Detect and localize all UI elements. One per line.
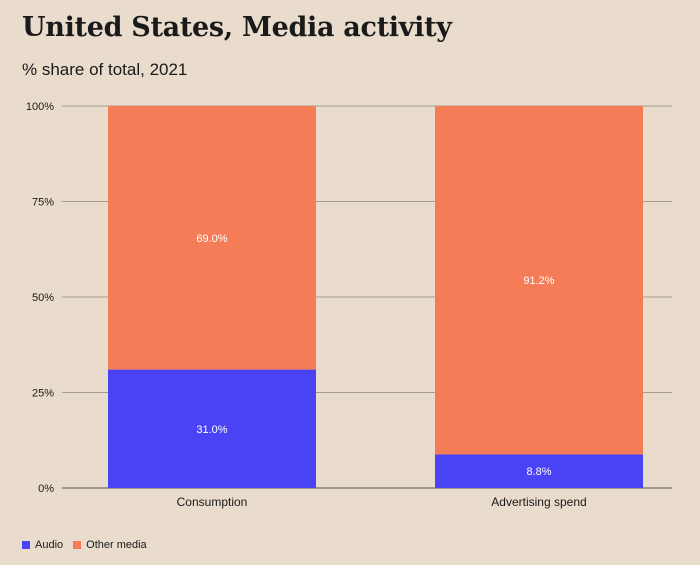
bar-segment xyxy=(435,454,643,488)
data-label: 8.8% xyxy=(526,466,551,478)
y-tick-label: 75% xyxy=(32,197,54,209)
legend-swatch-audio xyxy=(22,541,30,549)
x-tick-label: Advertising spend xyxy=(491,495,586,509)
legend-swatch-other-media xyxy=(73,541,82,549)
legend-label-audio: Audio xyxy=(35,539,64,551)
bar-segment xyxy=(108,369,316,488)
chart-plot: 0% 25% 50% 75% 100% 31.0% 69.0% Consumption 8.8%… xyxy=(26,101,672,509)
data-label: 91.2% xyxy=(523,275,554,287)
chart-subtitle: % share of total, 2021 xyxy=(22,60,188,79)
legend: Audio Other media xyxy=(22,539,147,551)
bar-segment xyxy=(108,106,316,370)
y-tick-label: 100% xyxy=(26,101,54,113)
y-tick-label: 50% xyxy=(32,292,54,304)
y-tick-label: 0% xyxy=(38,483,54,495)
data-label: 31.0% xyxy=(196,424,227,436)
y-tick-label: 25% xyxy=(32,388,54,400)
data-label: 69.0% xyxy=(196,233,227,245)
legend-label-other-media: Other media xyxy=(86,539,147,551)
x-tick-label: Consumption xyxy=(177,495,248,509)
legend-item-audio: Audio xyxy=(22,539,63,551)
bar-segment xyxy=(435,106,643,455)
legend-item-other-media: Other media xyxy=(73,539,147,551)
chart-title: United States, Media activity xyxy=(22,12,452,43)
